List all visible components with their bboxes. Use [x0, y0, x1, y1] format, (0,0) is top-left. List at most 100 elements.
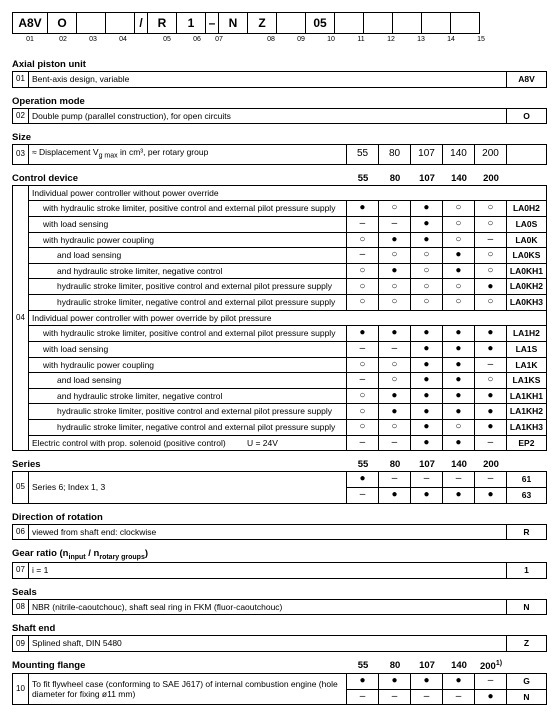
typecode-idx-7: 07: [212, 36, 226, 43]
mark-cell: –: [346, 341, 378, 357]
mark-cell: ●: [475, 487, 507, 503]
mark-cell: 55: [347, 145, 379, 164]
mark-cell: ○: [346, 357, 378, 373]
typecode-cell-11: 05: [305, 12, 335, 34]
typecode-cell-14: [392, 12, 422, 34]
typecode-index-row: 010203040506070809101112131415: [12, 36, 547, 43]
mark-cell: ●: [442, 357, 474, 373]
mark-cell: ○: [346, 404, 378, 420]
typecode-idx-3: 04: [108, 36, 138, 43]
section-title-05: Series 5580107140200: [12, 459, 547, 470]
code-cell: N: [507, 689, 547, 705]
code-cell: N: [507, 599, 547, 615]
mark-cell: ○: [474, 201, 506, 217]
section-num: 10: [13, 674, 29, 705]
section-num: 05: [13, 472, 29, 503]
table-row: and hydraulic stroke limiter, negative c…: [13, 388, 547, 404]
section-title-06: Direction of rotation: [12, 512, 547, 523]
mark-cell: ●: [410, 388, 442, 404]
typecode-cell-1: O: [47, 12, 77, 34]
table-row: and load sensing–○○●○LA0KS: [13, 248, 547, 264]
section-table-09: 09Splined shaft, DIN 5480Z: [12, 635, 547, 652]
col-hdr: 200: [475, 173, 507, 184]
col-hdr: 55: [347, 459, 379, 470]
row-label: Individual power controller without powe…: [29, 185, 547, 201]
table-row: Individual power controller with power o…: [13, 310, 547, 326]
typecode-idx-2: 03: [78, 36, 108, 43]
section-title-01: Axial piston unit: [12, 59, 547, 70]
mark-cell: ●: [442, 263, 474, 279]
mark-cell: –: [378, 216, 410, 232]
section-table-03: 03≈ Displacement Vg max in cm³, per rota…: [12, 144, 547, 164]
table-row: 10To fit flywheel case (conforming to SA…: [13, 674, 547, 690]
section-05: Series558010714020005Series 6; Index 1, …: [12, 459, 547, 503]
table-row: 09Splined shaft, DIN 5480Z: [13, 636, 547, 652]
table-row: with hydraulic stroke limiter, positive …: [13, 326, 547, 342]
typecode-idx-14: 13: [406, 36, 436, 43]
section-02: Operation mode02Double pump (parallel co…: [12, 96, 547, 125]
code-cell: LA0KH3: [506, 295, 546, 311]
table-row: 01Bent-axis design, variableA8V: [13, 72, 547, 88]
code-cell: 63: [507, 487, 547, 503]
table-row: hydraulic stroke limiter, positive contr…: [13, 404, 547, 420]
code-cell: A8V: [507, 72, 547, 88]
section-title-text: Series: [12, 459, 41, 470]
section-table-07: 07i = 11: [12, 562, 547, 579]
section-08: Seals08NBR (nitrile-caoutchouc), shaft s…: [12, 587, 547, 616]
table-row: with load sensing––●○○LA0S: [13, 216, 547, 232]
section-table-05: 05Series 6; Index 1, 3●––––61–●●●●63: [12, 471, 547, 503]
mark-cell: ○: [378, 420, 410, 436]
mark-cell: –: [474, 232, 506, 248]
col-hdr: 107: [411, 660, 443, 672]
mark-cell: ●: [410, 435, 442, 451]
mark-cell: ●: [378, 263, 410, 279]
table-row: 07i = 11: [13, 563, 547, 579]
col-hdr: 140: [443, 459, 475, 470]
mark-cell: –: [346, 435, 378, 451]
section-cols: 55801071402001): [347, 660, 547, 672]
section-title-text: Size: [12, 132, 31, 143]
section-title-text: Control device: [12, 173, 78, 184]
section-title-text: Direction of rotation: [12, 512, 103, 523]
mark-cell: –: [443, 472, 475, 488]
mark-cell: –: [347, 487, 379, 503]
section-03: Size 03≈ Displacement Vg max in cm³, per …: [12, 132, 547, 164]
section-num: 06: [13, 524, 29, 540]
row-label: with hydraulic stroke limiter, positive …: [29, 326, 347, 342]
section-title-text: Operation mode: [12, 96, 85, 107]
row-label: with load sensing: [29, 216, 347, 232]
row-label: and hydraulic stroke limiter, negative c…: [29, 388, 347, 404]
typecode-idx-8: [226, 36, 256, 43]
mark-cell: ○: [346, 295, 378, 311]
mark-cell: –: [378, 435, 410, 451]
section-num: 03: [13, 145, 29, 164]
typecode-cell-12: [334, 12, 364, 34]
mark-cell: ●: [346, 326, 378, 342]
mark-cell: ●: [410, 357, 442, 373]
mark-cell: –: [474, 435, 506, 451]
table-row: Electric control with prop. solenoid (po…: [13, 435, 547, 451]
typecode-idx-1: 02: [48, 36, 78, 43]
mark-cell: ○: [474, 373, 506, 389]
table-row: 02Double pump (parallel construction), f…: [13, 108, 547, 124]
mark-cell: ●: [410, 201, 442, 217]
row-label: hydraulic stroke limiter, positive contr…: [29, 279, 347, 295]
mark-cell: –: [378, 341, 410, 357]
section-num: 07: [13, 563, 29, 579]
table-row: 03≈ Displacement Vg max in cm³, per rota…: [13, 145, 547, 164]
mark-cell: ○: [378, 357, 410, 373]
section-cols: 5580107140200: [347, 459, 547, 470]
row-label: Bent-axis design, variable: [29, 72, 507, 88]
mark-cell: ●: [347, 472, 379, 488]
table-row: and load sensing–○●●○LA1KS: [13, 373, 547, 389]
section-table-08: 08NBR (nitrile-caoutchouc), shaft seal r…: [12, 599, 547, 616]
mark-cell: ●: [378, 326, 410, 342]
col-hdr: 55: [347, 660, 379, 672]
mark-cell: –: [474, 357, 506, 373]
mark-cell: ○: [442, 216, 474, 232]
mark-cell: 200: [475, 145, 507, 164]
typecode-idx-4: [138, 36, 152, 43]
typecode-cell-8: N: [218, 12, 248, 34]
mark-cell: ●: [347, 674, 379, 690]
code-cell: [507, 145, 547, 164]
